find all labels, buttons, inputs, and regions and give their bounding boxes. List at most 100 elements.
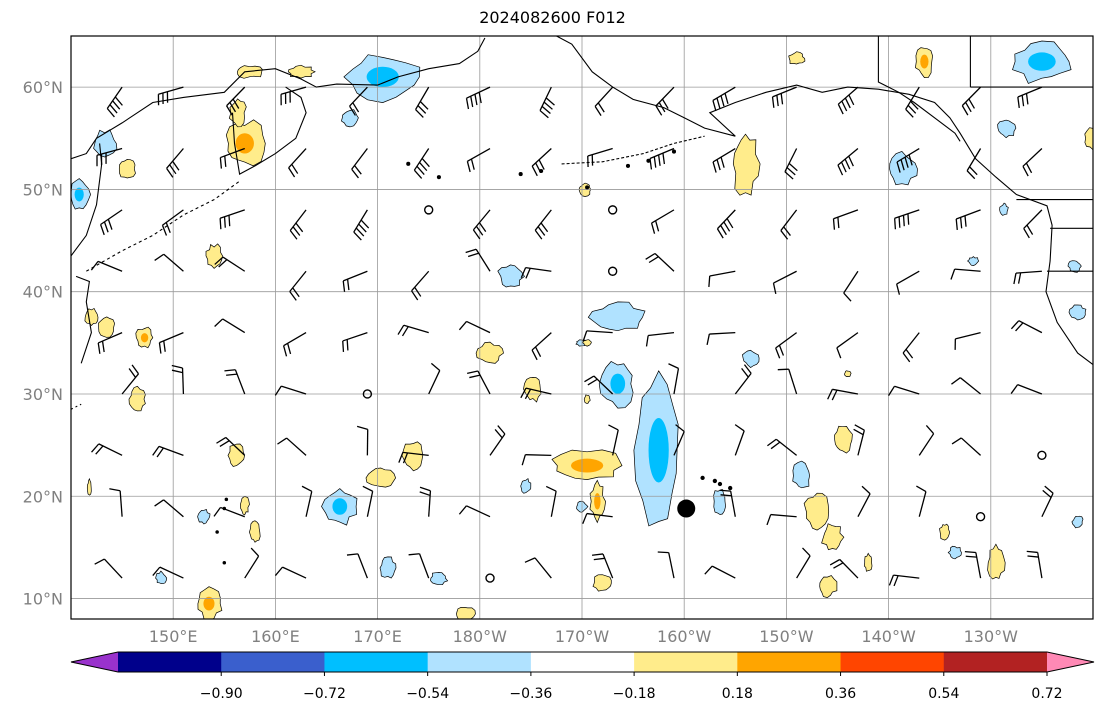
wind-barb	[280, 86, 307, 106]
negative-anomaly-region	[742, 349, 760, 368]
wind-barb	[951, 437, 982, 456]
wind-barb	[584, 375, 614, 395]
longitude-label: 150°W	[759, 627, 814, 646]
wind-barb	[955, 209, 981, 230]
wind-barb	[244, 547, 260, 579]
wind-barb	[650, 209, 675, 234]
wind-barb	[916, 485, 927, 517]
negative-anomaly-region	[997, 119, 1017, 139]
wind-barb	[158, 332, 184, 354]
colorbar: −0.90 −0.72 −0.54 −0.36 −0.18 0.18 0.36 0.54 0.7…	[70, 651, 1095, 702]
longitude-label: 170°W	[555, 627, 610, 646]
wind-barb	[708, 270, 736, 288]
positive-anomaly-region	[834, 425, 853, 454]
colorbar-segment	[530, 652, 635, 672]
wind-barb	[777, 368, 798, 395]
wind-barb	[413, 148, 430, 179]
strong-anomaly-core	[366, 66, 399, 88]
wind-barb	[649, 147, 675, 170]
colorbar-tick-label: −0.18	[613, 686, 656, 702]
wind-barb	[775, 332, 798, 359]
wind-barb	[1022, 148, 1043, 177]
positive-anomaly-region	[237, 65, 263, 79]
wind-barb	[1041, 485, 1054, 517]
wind-barb	[645, 252, 675, 272]
colorbar-tick-label: 0.18	[722, 686, 753, 702]
wind-barb	[655, 86, 675, 116]
wind-barb	[214, 318, 246, 334]
wind-barb	[704, 565, 736, 579]
wind-barb	[458, 505, 491, 518]
positive-anomaly-region	[227, 443, 245, 467]
positive-anomaly-region	[365, 467, 396, 488]
wind-barb	[668, 363, 680, 395]
wind-barb	[531, 332, 552, 361]
wind-barb	[706, 331, 736, 345]
colorbar-lower-extend	[71, 652, 118, 672]
positive-anomaly-region	[456, 607, 476, 619]
gridlines	[71, 36, 1093, 619]
positive-anomaly-region	[863, 552, 873, 572]
calm-wind-marker	[975, 512, 986, 522]
wind-barb	[582, 330, 613, 342]
longitude-label: 150°E	[149, 627, 198, 646]
positive-anomaly-region	[86, 477, 92, 496]
wind-barb	[780, 209, 798, 240]
wind-barb	[545, 485, 557, 517]
colorbar-tick-label: −0.90	[200, 686, 243, 702]
colorbar-tick-label: −0.36	[509, 686, 552, 702]
wind-barb	[397, 324, 429, 337]
wind-barb	[719, 489, 736, 517]
wind-barb	[415, 86, 430, 118]
wind-barb	[896, 270, 920, 295]
wind-barb	[226, 86, 246, 116]
wind-barb	[954, 331, 981, 350]
wind-barb	[608, 424, 619, 456]
wind-barb	[520, 387, 552, 400]
wind-barb	[353, 209, 370, 241]
political-boundaries	[877, 36, 1093, 272]
latitude-label: 40°N	[23, 283, 63, 302]
wind-barb	[539, 86, 555, 119]
wind-barb	[594, 86, 614, 116]
positive-anomaly-region	[939, 523, 951, 541]
colorbar-tick-label: −0.54	[406, 686, 449, 702]
longitude-label: 180°W	[453, 627, 508, 646]
wind-barb	[109, 488, 123, 517]
strong-anomaly-core	[1028, 52, 1056, 71]
positive-anomaly-region	[821, 523, 845, 551]
wind-barb	[961, 86, 982, 116]
wind-barb	[342, 270, 368, 292]
wind-barb	[712, 86, 736, 112]
colorbar-segment	[634, 652, 738, 672]
strong-anomaly-core	[74, 187, 84, 202]
wind-barb	[356, 425, 369, 456]
coastlines	[71, 36, 1093, 565]
wind-barb	[342, 331, 368, 352]
wind-barb	[1010, 320, 1043, 334]
colorbar-segment	[324, 652, 429, 672]
colorbar-tick-label: 0.72	[1031, 686, 1062, 702]
wind-barb	[346, 553, 368, 579]
wind-barb	[836, 332, 859, 359]
negative-anomaly-region	[1071, 515, 1084, 529]
wind-barb	[458, 320, 491, 334]
wind-barb	[645, 331, 675, 347]
wind-barb	[843, 270, 859, 302]
positive-anomaly-region	[128, 385, 146, 412]
wind-barb	[94, 558, 123, 579]
wind-barb	[121, 364, 140, 395]
wind-barb	[734, 424, 745, 456]
wind-barb	[905, 86, 920, 118]
positive-anomaly-region	[401, 441, 424, 472]
wind-barb	[216, 436, 246, 456]
negative-anomaly-region	[999, 202, 1009, 216]
wind-barb	[489, 425, 506, 456]
negative-anomaly-region	[587, 301, 646, 332]
positive-anomaly-region	[819, 575, 838, 598]
wind-barb	[152, 445, 184, 458]
wind-barb	[97, 332, 123, 354]
wind-barb	[767, 438, 798, 456]
colorbar-segment	[943, 652, 1048, 672]
